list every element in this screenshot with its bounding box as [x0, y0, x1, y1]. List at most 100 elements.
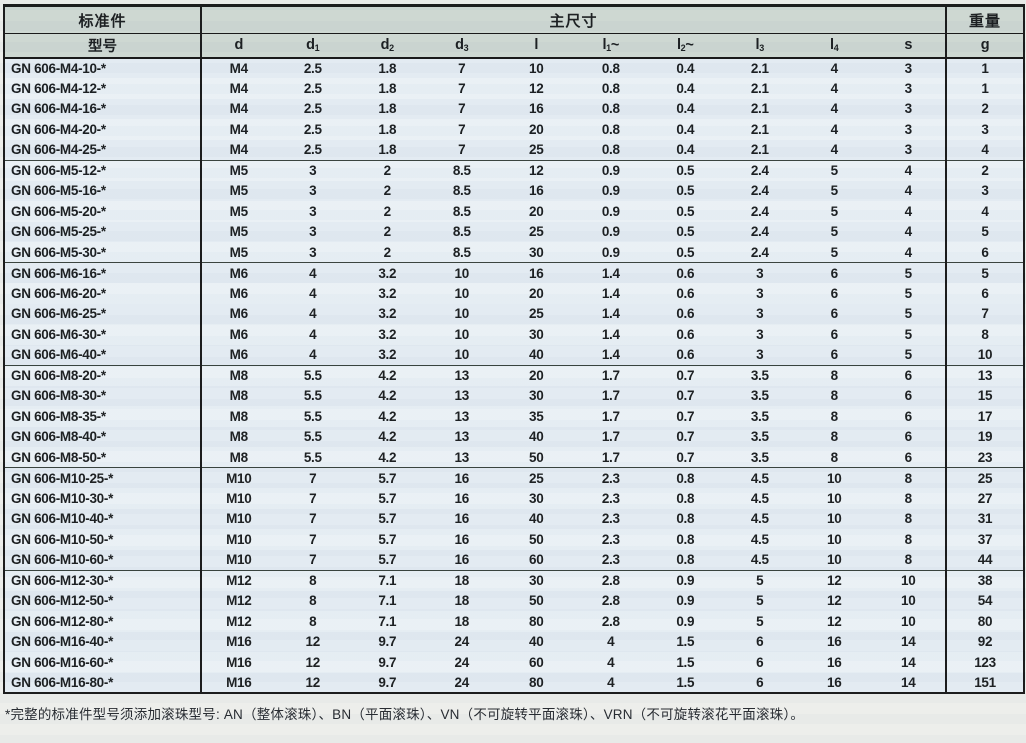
dim-cell: 4 [275, 283, 350, 304]
dim-cell: 6 [722, 652, 797, 673]
dim-cell: 12 [275, 631, 350, 652]
dim-cell: 2.1 [722, 119, 797, 140]
dim-cell: 10 [871, 590, 947, 611]
dim-cell: 13 [424, 385, 499, 406]
dim-cell: 1.7 [573, 364, 648, 386]
dim-cell: 5 [797, 221, 872, 242]
dim-cell: 9.7 [350, 631, 425, 652]
dim-cell: 1.7 [573, 406, 648, 427]
model-cell: GN 606-M10-50-* [4, 529, 202, 550]
model-cell: GN 606-M16-60-* [4, 652, 202, 673]
dim-cell: 3 [722, 283, 797, 304]
dim-cell: 0.9 [648, 569, 723, 591]
dim-cell: 2.5 [275, 57, 350, 78]
dim-cell: 13 [424, 426, 499, 447]
dim-cell: M4 [201, 57, 276, 78]
col-header-d1: d1 [275, 33, 350, 59]
dim-cell: 4 [797, 57, 872, 78]
dim-cell: 6 [797, 262, 872, 283]
weight-cell: 7 [945, 303, 1025, 324]
dim-cell: 16 [424, 488, 499, 509]
weight-cell: 27 [945, 488, 1025, 509]
dim-cell: 2.5 [275, 98, 350, 119]
dim-cell: 12 [499, 159, 574, 181]
table-row: GN 606-M10-50-* M10 7 5.7 16 50 2.3 0.8 4.5 10 8 37 [4, 529, 1025, 550]
dim-cell: 4 [871, 159, 947, 181]
dim-cell: M8 [201, 385, 276, 406]
dim-cell: 4.2 [350, 364, 425, 386]
dim-cell: 18 [424, 590, 499, 611]
dim-cell: 2.4 [722, 159, 797, 181]
weight-cell: 44 [945, 549, 1025, 570]
dim-cell: 8 [797, 385, 872, 406]
dim-cell: 4 [275, 262, 350, 283]
dim-cell: 8 [797, 426, 872, 447]
dim-cell: 40 [499, 344, 574, 365]
weight-cell: 38 [945, 569, 1025, 591]
dim-cell: 8 [275, 569, 350, 591]
dim-cell: 0.4 [648, 57, 723, 78]
dim-cell: 14 [871, 672, 947, 693]
col-header-l4: l4 [797, 33, 872, 59]
dim-cell: M12 [201, 590, 276, 611]
dim-cell: 0.9 [573, 242, 648, 263]
col-header-l2: l2~ [648, 33, 723, 59]
dim-cell: 0.6 [648, 324, 723, 345]
table-row: GN 606-M10-25-* M10 7 5.7 16 25 2.3 0.8 4.5 10 8 25 [4, 467, 1025, 488]
dim-cell: M10 [201, 549, 276, 570]
dim-cell: 3 [275, 242, 350, 263]
dim-cell: 0.4 [648, 98, 723, 119]
dim-cell: 25 [499, 221, 574, 242]
col-header-s: s [871, 33, 947, 59]
dim-cell: 5 [797, 180, 872, 201]
model-cell: GN 606-M5-20-* [4, 201, 202, 222]
dim-cell: M5 [201, 159, 276, 181]
dim-cell: 7.1 [350, 611, 425, 632]
table-row: GN 606-M6-25-* M6 4 3.2 10 25 1.4 0.6 3 6 5 7 [4, 303, 1025, 324]
dim-cell: M4 [201, 98, 276, 119]
dim-cell: M5 [201, 180, 276, 201]
weight-cell: 25 [945, 467, 1025, 488]
dim-cell: 2.3 [573, 529, 648, 550]
dim-cell: 4 [797, 139, 872, 160]
weight-cell: 10 [945, 344, 1025, 365]
dim-cell: 2.1 [722, 139, 797, 160]
dim-cell: 4.5 [722, 488, 797, 509]
dim-cell: 12 [797, 590, 872, 611]
dim-cell: 12 [275, 672, 350, 693]
dim-cell: M5 [201, 221, 276, 242]
table-row: GN 606-M16-60-* M16 12 9.7 24 60 4 1.5 6 16 14 123 [4, 652, 1025, 673]
weight-cell: 5 [945, 221, 1025, 242]
dim-cell: 80 [499, 672, 574, 693]
dim-cell: 7 [275, 488, 350, 509]
dim-cell: 0.4 [648, 139, 723, 160]
dim-cell: 1.8 [350, 139, 425, 160]
model-cell: GN 606-M6-40-* [4, 344, 202, 365]
dim-cell: 5.7 [350, 508, 425, 529]
dim-cell: 2.4 [722, 201, 797, 222]
model-cell: GN 606-M4-10-* [4, 57, 202, 78]
weight-cell: 19 [945, 426, 1025, 447]
weight-cell: 2 [945, 159, 1025, 181]
dim-cell: 18 [424, 569, 499, 591]
dim-cell: 2.4 [722, 242, 797, 263]
dim-cell: 8 [797, 447, 872, 468]
dim-cell: 4.5 [722, 549, 797, 570]
model-cell: GN 606-M8-35-* [4, 406, 202, 427]
dim-cell: 0.9 [573, 180, 648, 201]
model-cell: GN 606-M4-25-* [4, 139, 202, 160]
dim-cell: 10 [797, 508, 872, 529]
dim-cell: 0.7 [648, 385, 723, 406]
dim-cell: 1.7 [573, 447, 648, 468]
dim-cell: 7 [424, 98, 499, 119]
dim-cell: 16 [424, 529, 499, 550]
dim-cell: 3 [722, 324, 797, 345]
model-cell: GN 606-M6-20-* [4, 283, 202, 304]
dim-cell: 10 [499, 57, 574, 78]
dim-cell: 16 [424, 549, 499, 570]
dim-cell: 18 [424, 611, 499, 632]
dim-cell: 16 [499, 262, 574, 283]
dim-cell: 14 [871, 631, 947, 652]
dim-cell: 7 [424, 78, 499, 99]
